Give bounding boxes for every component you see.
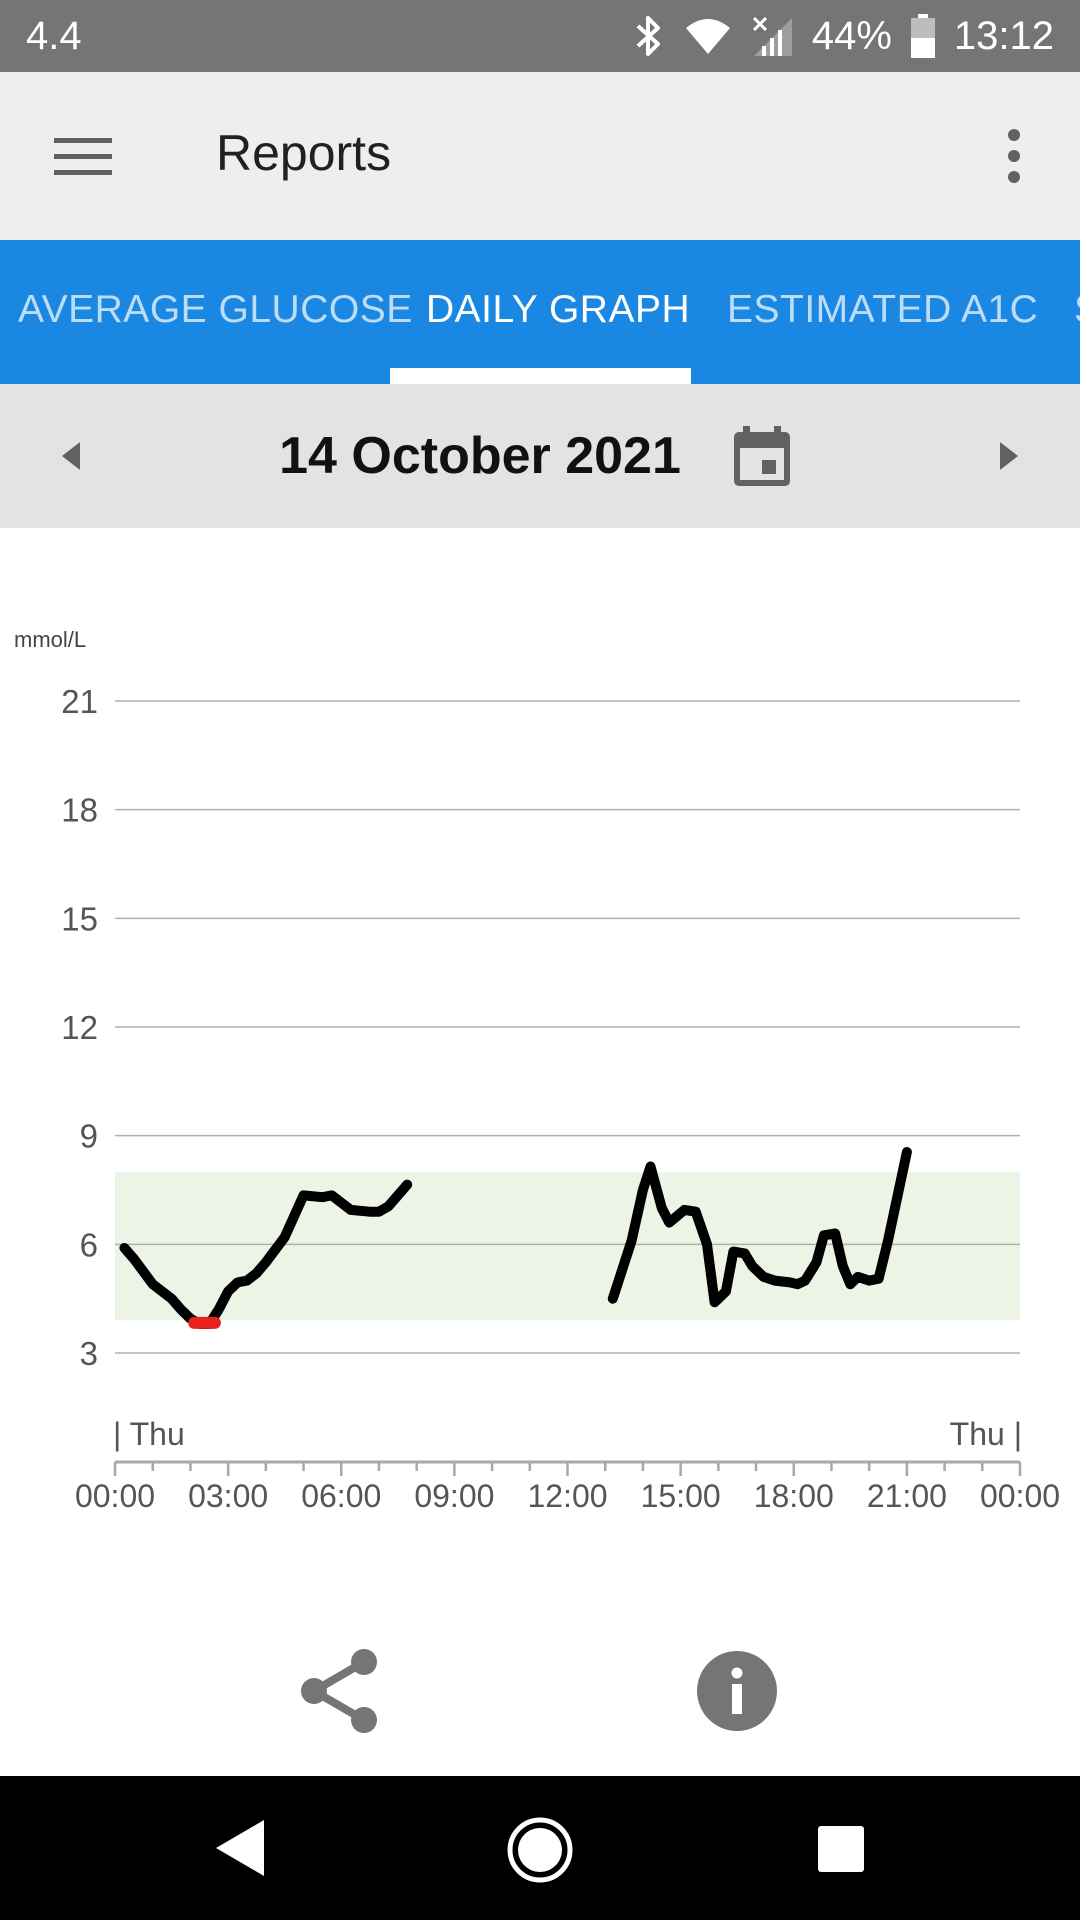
status-right: 44% 13:12 bbox=[632, 0, 1054, 72]
x-tick-label: 06:00 bbox=[301, 1478, 381, 1514]
overflow-menu-icon[interactable] bbox=[1000, 128, 1028, 184]
battery-icon bbox=[910, 14, 936, 58]
status-left-text: 4.4 bbox=[26, 14, 82, 58]
y-tick-label-12: 12 bbox=[61, 1009, 98, 1046]
x-tick-label: 03:00 bbox=[188, 1478, 268, 1514]
app-bar: Reports bbox=[0, 72, 1080, 240]
back-icon[interactable] bbox=[212, 1816, 268, 1880]
report-tabs: AVERAGE GLUCOSE DAILY GRAPH ESTIMATED A1… bbox=[0, 240, 1080, 384]
tab-average-glucose[interactable]: AVERAGE GLUCOSE bbox=[18, 288, 413, 331]
calendar-icon[interactable] bbox=[730, 424, 794, 488]
y-axis-unit-label: mmol/L bbox=[14, 627, 86, 652]
y-tick-label-9: 9 bbox=[80, 1118, 98, 1155]
x-tick-label: 15:00 bbox=[641, 1478, 721, 1514]
x-tick-label: 09:00 bbox=[414, 1478, 494, 1514]
y-tick-label-18: 18 bbox=[61, 792, 98, 829]
tab-next-partial[interactable]: S bbox=[1074, 240, 1080, 384]
chevron-left-icon[interactable] bbox=[50, 424, 90, 488]
x-tick-label: 12:00 bbox=[527, 1478, 607, 1514]
bluetooth-icon bbox=[632, 14, 666, 58]
target-range-band bbox=[115, 1171, 1020, 1321]
wifi-icon bbox=[684, 16, 732, 56]
daily-glucose-chart: mmol/L 3 6 9 12 15 18 21 00:00 03:00 06:00 09:00 12:… bbox=[0, 528, 1080, 1558]
chart-svg: mmol/L 3 6 9 12 15 18 21 00:00 03:00 06:00 09:00 12:… bbox=[14, 627, 1060, 1514]
x-tick-label: 00:00 bbox=[75, 1478, 155, 1514]
y-tick-label-6: 6 bbox=[80, 1226, 98, 1263]
y-tick-label-3: 3 bbox=[80, 1335, 98, 1372]
glucose-line-segment-1 bbox=[119, 1179, 413, 1329]
day-end-label: Thu | bbox=[950, 1416, 1022, 1452]
share-icon[interactable] bbox=[300, 1648, 386, 1734]
date-bar: 14 October 2021 bbox=[0, 384, 1080, 528]
clock: 13:12 bbox=[953, 13, 1054, 58]
tab-daily-graph[interactable]: DAILY GRAPH bbox=[426, 288, 691, 331]
x-tick-label: 00:00 bbox=[980, 1478, 1060, 1514]
glucose-line-segment-2 bbox=[607, 1147, 912, 1308]
day-start-label: | Thu bbox=[113, 1416, 185, 1452]
y-tick-label-21: 21 bbox=[61, 683, 98, 720]
info-icon[interactable] bbox=[697, 1651, 777, 1731]
active-tab-indicator bbox=[390, 368, 691, 384]
cell-signal-off-icon bbox=[750, 14, 794, 58]
x-tick-label: 18:00 bbox=[754, 1478, 834, 1514]
y-tick-label-15: 15 bbox=[61, 900, 98, 937]
chevron-right-icon[interactable] bbox=[990, 424, 1030, 488]
app-title: Reports bbox=[216, 125, 392, 181]
system-nav-bar bbox=[0, 1776, 1080, 1920]
recents-icon[interactable] bbox=[818, 1826, 864, 1872]
battery-text: 44% bbox=[811, 13, 892, 58]
hamburger-menu-icon[interactable] bbox=[54, 132, 112, 180]
home-icon[interactable] bbox=[506, 1816, 574, 1884]
x-tick-label: 21:00 bbox=[867, 1478, 947, 1514]
selected-date: 14 October 2021 bbox=[279, 427, 681, 485]
status-bar: 4.4 44% 13:12 bbox=[0, 0, 1080, 72]
tab-estimated-a1c[interactable]: ESTIMATED A1C bbox=[727, 288, 1039, 331]
